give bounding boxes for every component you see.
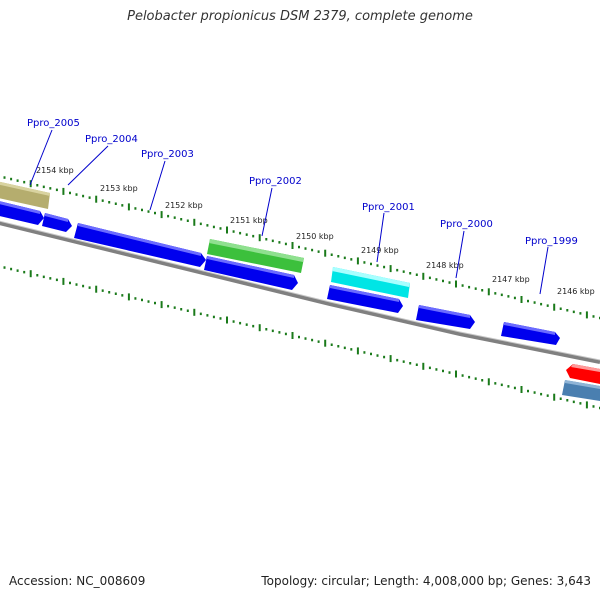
ruler-ticks-lower — [3, 266, 600, 410]
gene-label-ppro-2001[interactable]: Ppro_2001 — [362, 202, 415, 213]
gene-ppro-2002-feature[interactable] — [207, 239, 304, 273]
cds-feature[interactable] — [327, 285, 403, 313]
gene-label-ppro-2003[interactable]: Ppro_2003 — [141, 149, 194, 160]
ruler-label: 2150 kbp — [296, 232, 334, 241]
cds-feature[interactable] — [204, 256, 298, 290]
ruler-label: 2153 kbp — [100, 184, 138, 193]
leader-line — [261, 187, 273, 237]
gene-ppro-1999-red-feature[interactable] — [566, 364, 600, 384]
cds-feature[interactable] — [501, 322, 560, 345]
map-title: Pelobacter propionicus DSM 2379, complet… — [127, 9, 473, 24]
cds-feature[interactable] — [416, 305, 475, 329]
genome-backbone-highlight — [0, 220, 600, 361]
gene-ppro-2001-feature[interactable] — [331, 267, 410, 298]
cds-feature[interactable] — [42, 213, 72, 232]
leader-line — [149, 160, 166, 211]
cds-feature[interactable] — [0, 200, 44, 225]
genome-backbone — [0, 221, 600, 364]
gene-ppro-2005-feature[interactable] — [0, 181, 50, 209]
ruler-labels: 2154 kbp 2153 kbp 2152 kbp 2151 kbp 2150… — [36, 166, 595, 296]
leader-line — [455, 230, 465, 279]
cds-feature-steelblue[interactable] — [562, 380, 600, 401]
gene-labels: Ppro_2005 Ppro_2004 Ppro_2003 Ppro_2002 … — [27, 118, 578, 247]
leader-line — [29, 129, 53, 186]
leader-line — [67, 145, 109, 186]
forward-strand-features — [0, 181, 600, 384]
ruler-label: 2149 kbp — [361, 246, 399, 255]
gene-label-ppro-1999[interactable]: Ppro_1999 — [525, 236, 578, 247]
ruler-label: 2151 kbp — [230, 216, 268, 225]
ruler-label: 2152 kbp — [165, 201, 203, 210]
ruler-label: 2154 kbp — [36, 166, 74, 175]
gene-label-ppro-2004[interactable]: Ppro_2004 — [85, 134, 138, 145]
ruler-label: 2148 kbp — [426, 261, 464, 270]
cds-feature[interactable] — [74, 223, 206, 267]
reverse-strand-features — [0, 200, 600, 401]
leader-line — [376, 212, 385, 263]
genome-summary-text: Topology: circular; Length: 4,008,000 bp… — [261, 574, 591, 588]
leader-line — [539, 246, 549, 295]
gene-leader-lines — [29, 129, 549, 295]
gene-label-ppro-2002[interactable]: Ppro_2002 — [249, 176, 302, 187]
accession-text: Accession: NC_008609 — [9, 574, 146, 588]
ruler-label: 2147 kbp — [492, 275, 530, 284]
ruler-ticks-upper — [3, 176, 600, 320]
ruler-label: 2146 kbp — [557, 287, 595, 296]
gene-label-ppro-2000[interactable]: Ppro_2000 — [440, 219, 493, 230]
gene-label-ppro-2005[interactable]: Ppro_2005 — [27, 118, 80, 129]
